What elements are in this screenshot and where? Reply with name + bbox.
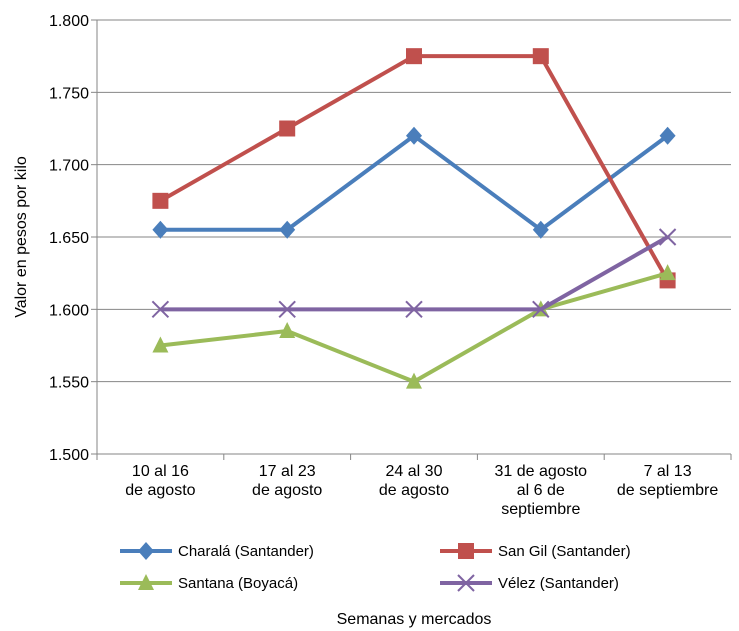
data-point (659, 126, 676, 145)
marker-stroke (658, 228, 677, 246)
y-tick-label: 1.600 (49, 302, 89, 319)
x-tick-label: 17 al 23 de agosto (252, 463, 322, 499)
legend-item: Vélez (Santander) (440, 574, 619, 592)
marker-stroke (278, 300, 296, 319)
data-point (278, 300, 296, 319)
data-point (279, 322, 296, 339)
legend-item: Santana (Boyacá) (120, 574, 298, 592)
data-point (152, 220, 169, 239)
series-line (159, 54, 670, 282)
series-group (151, 48, 677, 389)
grid (91, 19, 732, 460)
data-point (406, 126, 422, 145)
series-2 (152, 48, 676, 289)
legend-label: Santana (Boyacá) (178, 575, 298, 592)
data-point (152, 192, 169, 209)
legend-item: San Gil (Santander) (440, 543, 631, 560)
x-tick-label: 10 al 16 de agosto (125, 463, 195, 499)
series-line (160, 235, 669, 312)
y-tick-label: 1.750 (49, 85, 89, 102)
data-point (279, 120, 296, 137)
legend-label: San Gil (Santander) (498, 543, 631, 560)
x-axis-label: Semanas y mercados (337, 611, 492, 628)
legend-marker (138, 542, 154, 560)
series-3 (152, 264, 676, 389)
series-line (160, 271, 669, 384)
legend-item: Charalá (Santander) (120, 542, 314, 560)
data-point (532, 220, 549, 239)
y-tick-label: 1.500 (49, 447, 89, 464)
y-tick-label: 1.800 (49, 13, 89, 30)
y-tick-label: 1.550 (49, 375, 89, 392)
data-point (405, 300, 423, 319)
x-tick-label: 24 al 30 de agosto (379, 463, 449, 499)
legend-marker (138, 574, 154, 590)
data-point (659, 264, 676, 281)
data-point (406, 48, 422, 65)
legend: Charalá (Santander) San Gil (Santander) Sa… (120, 542, 631, 592)
legend-label: Charalá (Santander) (178, 543, 314, 560)
data-point (658, 228, 677, 246)
data-point (532, 300, 550, 319)
series-1 (152, 126, 676, 239)
legend-label: Vélez (Santander) (498, 575, 619, 592)
marker-stroke (151, 300, 170, 319)
series-4 (151, 228, 677, 319)
marker-stroke (405, 300, 423, 319)
legend-marker (457, 574, 475, 592)
y-tick-label: 1.650 (49, 230, 89, 247)
x-axis-ticks: 10 al 16 de agosto 17 al 23 de agosto 24 al … (125, 463, 718, 518)
legend-marker (458, 543, 474, 559)
y-axis-label: Valor en pesos por kilo (13, 156, 30, 318)
y-tick-label: 1.700 (49, 158, 89, 175)
marker-stroke (532, 300, 550, 319)
x-tick-label: 31 de agosto al 6 de septiembre (495, 463, 588, 518)
data-point (152, 336, 169, 353)
data-point (151, 300, 170, 319)
x-tick-label: 7 al 13 de septiembre (617, 463, 718, 499)
data-point (406, 372, 422, 389)
y-axis-ticks: 1.500 1.550 1.600 1.650 1.700 1.750 1.800 (49, 13, 89, 464)
data-point (279, 220, 296, 239)
data-point (532, 48, 549, 65)
marker-stroke (457, 574, 475, 592)
